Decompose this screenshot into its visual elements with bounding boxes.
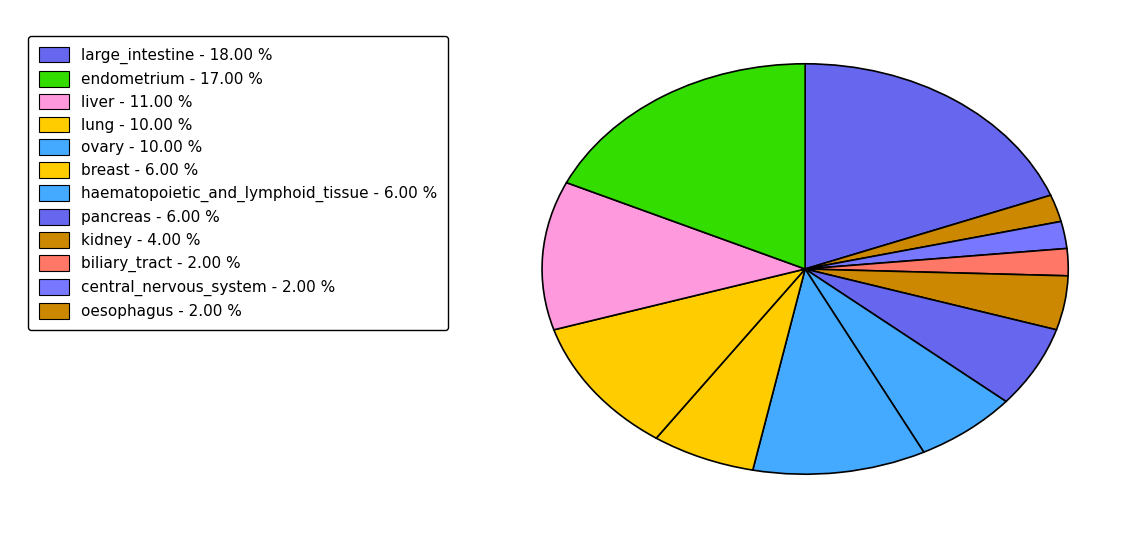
Wedge shape [805, 269, 1006, 452]
Wedge shape [805, 195, 1061, 269]
Wedge shape [542, 182, 805, 330]
Legend: large_intestine - 18.00 %, endometrium - 17.00 %, liver - 11.00 %, lung - 10.00 : large_intestine - 18.00 %, endometrium -… [28, 36, 448, 330]
Wedge shape [805, 269, 1068, 330]
Wedge shape [753, 269, 924, 474]
Wedge shape [805, 269, 1057, 401]
Wedge shape [657, 269, 805, 470]
Wedge shape [805, 64, 1050, 269]
Wedge shape [805, 249, 1068, 276]
Wedge shape [567, 64, 805, 269]
Wedge shape [553, 269, 805, 438]
Wedge shape [805, 222, 1067, 269]
